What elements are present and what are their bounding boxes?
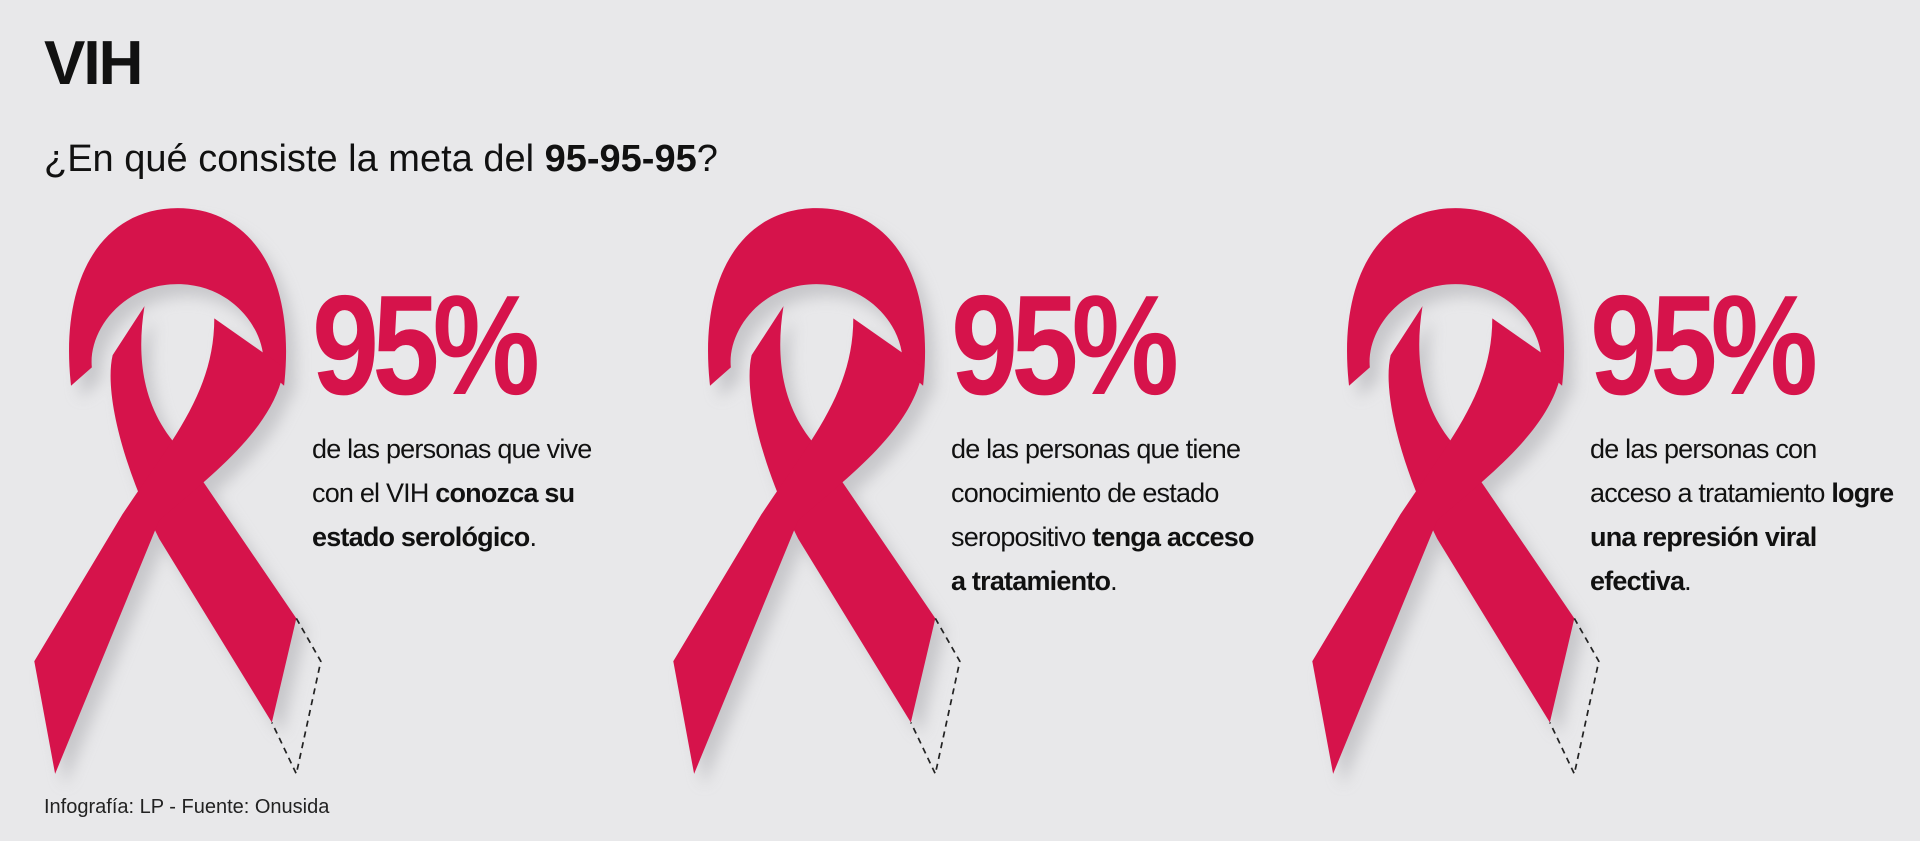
- text: .: [529, 522, 537, 552]
- bold-text: logre una represión viral efectiva: [1590, 478, 1894, 596]
- description: de las personas que tiene conocimiento d…: [951, 427, 1261, 603]
- bold-text: conozca su estado serológico: [312, 478, 575, 552]
- text: de las personas que vive con el VIH: [312, 434, 592, 508]
- percent: 95%: [312, 266, 540, 425]
- description: de las personas con acceso a tratamiento…: [1590, 427, 1900, 603]
- text: .: [1110, 566, 1117, 596]
- description: de las personas que vive con el VIH cono…: [312, 427, 622, 559]
- bold-text: 95-95-95: [544, 138, 697, 180]
- text: ¿En qué consiste la meta del: [44, 138, 545, 180]
- goal: 95% de las personas con acceso a tratami…: [1590, 275, 1900, 603]
- subtitle: ¿En qué consiste la meta del 95-95-95?: [44, 138, 718, 181]
- text: .: [1684, 566, 1691, 596]
- text: de las personas con acceso a tratamiento: [1590, 434, 1832, 508]
- text: de las personas que tiene conocimiento d…: [951, 434, 1241, 552]
- goal: 95% de las personas que vive con el VIH …: [312, 275, 622, 559]
- title: VIH: [44, 29, 143, 98]
- bold-text: tenga acceso a tratamiento: [951, 522, 1254, 596]
- text: ?: [696, 138, 718, 180]
- footer: Infografía: LP - Fuente: Onusida: [44, 796, 330, 818]
- goal: 95% de las personas que tiene conocimien…: [951, 275, 1261, 603]
- percent: 95%: [951, 266, 1179, 425]
- percent: 95%: [1590, 266, 1818, 425]
